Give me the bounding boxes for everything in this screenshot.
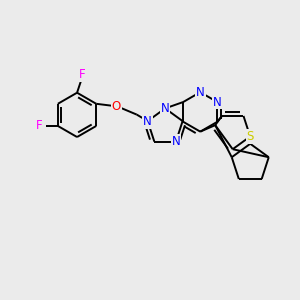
Text: N: N bbox=[213, 95, 222, 109]
Text: S: S bbox=[247, 130, 254, 143]
Text: N: N bbox=[143, 115, 152, 128]
Text: F: F bbox=[79, 68, 86, 81]
Text: F: F bbox=[36, 119, 43, 133]
Text: N: N bbox=[172, 135, 180, 148]
Text: N: N bbox=[161, 102, 170, 115]
Text: N: N bbox=[196, 86, 205, 99]
Text: O: O bbox=[112, 100, 121, 113]
